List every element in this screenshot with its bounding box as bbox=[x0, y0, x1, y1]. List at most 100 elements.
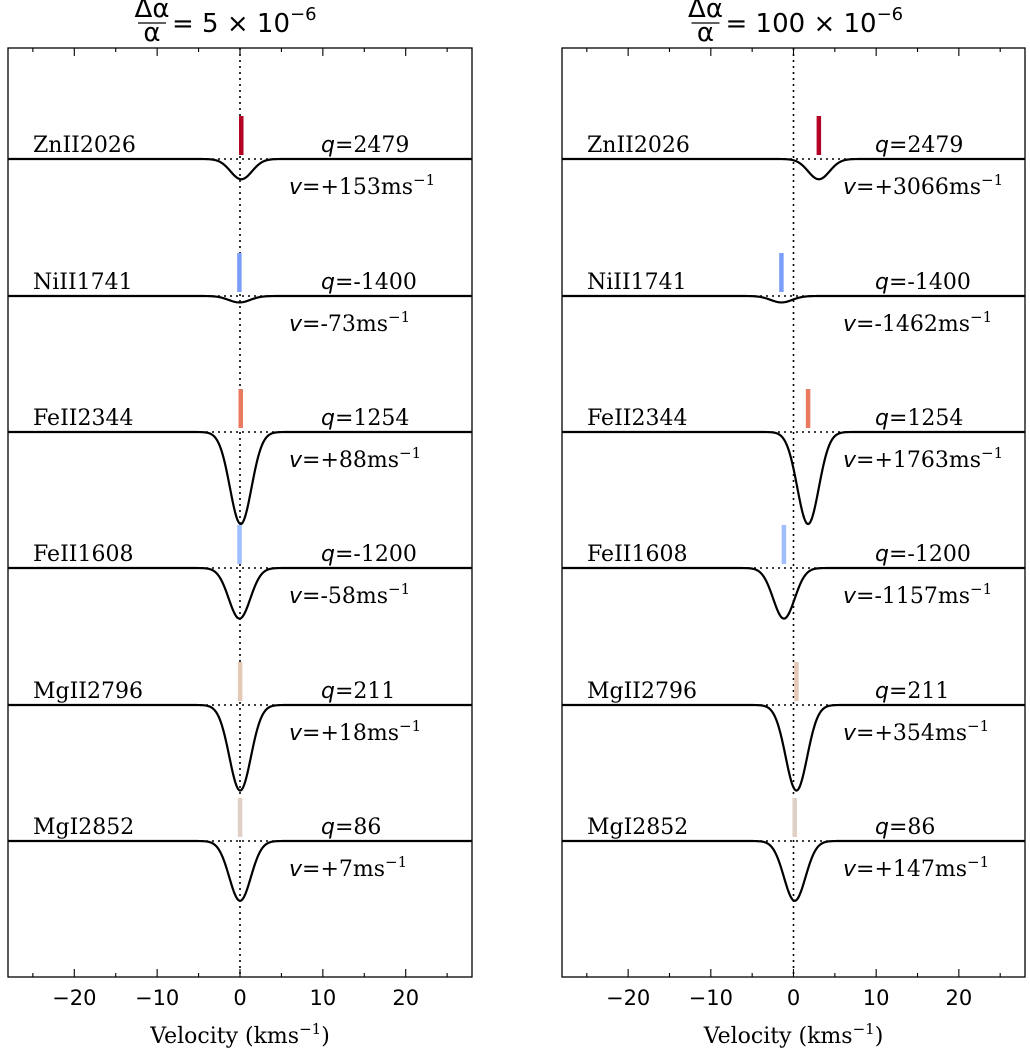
absorption-profile bbox=[8, 703, 472, 792]
x-axis-label-text: Velocity (kms bbox=[703, 1024, 853, 1049]
title-frac-numerator: Δα bbox=[135, 0, 170, 24]
x-axis-label-text: Velocity (kms bbox=[149, 1024, 299, 1049]
v-unit-sup: −1 bbox=[388, 580, 410, 598]
v-symbol: v bbox=[843, 175, 857, 200]
q-symbol: q bbox=[321, 406, 335, 431]
v-value: =-1462ms bbox=[856, 312, 970, 337]
v-symbol: v bbox=[843, 857, 857, 882]
v-value: =+354ms bbox=[856, 721, 967, 746]
q-symbol: q bbox=[875, 542, 889, 567]
ion-label: ZnII2026 bbox=[587, 133, 690, 158]
x-axis-label-sup: −1 bbox=[853, 1020, 875, 1038]
transition-NiII1741: NiII1741 q=-1400 v=-1462ms−1 bbox=[562, 253, 1025, 337]
ion-label: FeII2344 bbox=[33, 406, 133, 431]
title-expression: = 100 × 10−6 bbox=[726, 4, 904, 39]
v-label: v=-1157ms−1 bbox=[843, 580, 992, 609]
x-tick-label: 10 bbox=[863, 986, 890, 1010]
ion-label: MgII2796 bbox=[587, 679, 697, 704]
x-axis-label-close: ) bbox=[875, 1024, 884, 1049]
v-symbol: v bbox=[843, 312, 857, 337]
x-axis-label: Velocity (kms−1) bbox=[703, 1020, 884, 1049]
q-value: =-1200 bbox=[335, 542, 417, 567]
q-label: q=211 bbox=[875, 679, 949, 704]
q-symbol: q bbox=[875, 815, 889, 840]
transition-MgI2852: MgI2852 q=86 v=+147ms−1 bbox=[562, 798, 1025, 902]
x-tick-label: −10 bbox=[689, 986, 733, 1010]
v-label: v=+1763ms−1 bbox=[843, 444, 1003, 473]
q-value: =211 bbox=[335, 679, 395, 704]
v-unit-sup: −1 bbox=[981, 171, 1003, 189]
v-unit-sup: −1 bbox=[399, 717, 421, 735]
q-value: =86 bbox=[889, 815, 935, 840]
absorption-profile bbox=[8, 430, 472, 526]
x-tick-label: −20 bbox=[52, 986, 96, 1010]
transition-FeII2344: FeII2344 q=1254 v=+88ms−1 bbox=[8, 389, 472, 526]
absorption-profile bbox=[562, 839, 1025, 902]
absorption-profile bbox=[562, 430, 1025, 526]
v-value: =+7ms bbox=[302, 857, 385, 882]
v-value: =+1763ms bbox=[856, 448, 981, 473]
q-symbol: q bbox=[321, 815, 335, 840]
transition-NiII1741: NiII1741 q=-1400 v=-73ms−1 bbox=[8, 253, 472, 337]
v-value: =+153ms bbox=[302, 175, 413, 200]
v-symbol: v bbox=[289, 312, 303, 337]
absorption-profile bbox=[562, 157, 1025, 181]
v-value: =+147ms bbox=[856, 857, 967, 882]
transition-FeII1608: FeII1608 q=-1200 v=-58ms−1 bbox=[8, 525, 472, 620]
x-axis-label-close: ) bbox=[321, 1024, 330, 1049]
v-value: =+88ms bbox=[302, 448, 399, 473]
q-value: =-1200 bbox=[889, 542, 971, 567]
absorption-profile bbox=[8, 294, 472, 304]
q-symbol: q bbox=[875, 679, 889, 704]
panel-title: Δαα = 5 × 10−6 bbox=[135, 0, 317, 48]
v-label: v=-73ms−1 bbox=[289, 308, 410, 337]
transition-FeII1608: FeII1608 q=-1200 v=-1157ms−1 bbox=[562, 525, 1025, 620]
v-label: v=+7ms−1 bbox=[289, 853, 407, 882]
q-value: =211 bbox=[889, 679, 949, 704]
v-label: v=+88ms−1 bbox=[289, 444, 421, 473]
q-value: =2479 bbox=[889, 133, 963, 158]
absorption-profile bbox=[8, 566, 472, 620]
title-expression: = 5 × 10−6 bbox=[172, 4, 317, 39]
panel-title: Δαα = 100 × 10−6 bbox=[688, 0, 903, 48]
q-label: q=211 bbox=[321, 679, 395, 704]
v-symbol: v bbox=[843, 721, 857, 746]
v-unit-sup: −1 bbox=[413, 171, 435, 189]
v-symbol: v bbox=[843, 448, 857, 473]
v-label: v=+153ms−1 bbox=[289, 171, 435, 200]
v-label: v=+18ms−1 bbox=[289, 717, 421, 746]
q-label: q=2479 bbox=[321, 133, 409, 158]
v-symbol: v bbox=[289, 857, 303, 882]
v-label: v=+147ms−1 bbox=[843, 853, 989, 882]
absorption-profile bbox=[562, 294, 1025, 304]
ion-label: FeII2344 bbox=[587, 406, 687, 431]
title-frac-numerator: Δα bbox=[688, 0, 723, 24]
q-value: =-1400 bbox=[889, 270, 971, 295]
v-symbol: v bbox=[289, 448, 303, 473]
q-label: q=1254 bbox=[321, 406, 409, 431]
v-value: =-73ms bbox=[302, 312, 388, 337]
absorption-profile bbox=[562, 703, 1025, 792]
transition-FeII2344: FeII2344 q=1254 v=+1763ms−1 bbox=[562, 389, 1025, 526]
v-label: v=+354ms−1 bbox=[843, 717, 989, 746]
q-label: q=86 bbox=[875, 815, 935, 840]
v-symbol: v bbox=[289, 175, 303, 200]
x-tick-label: 20 bbox=[945, 986, 972, 1010]
x-tick-label: 0 bbox=[233, 986, 246, 1010]
v-unit-sup: −1 bbox=[970, 308, 992, 326]
title-rest: = 5 × 10 bbox=[172, 9, 290, 39]
title-exponent: −6 bbox=[290, 4, 317, 25]
q-value: =86 bbox=[335, 815, 381, 840]
v-label: v=-58ms−1 bbox=[289, 580, 410, 609]
q-label: q=-1400 bbox=[875, 270, 971, 295]
v-label: v=-1462ms−1 bbox=[843, 308, 992, 337]
q-label: q=1254 bbox=[875, 406, 963, 431]
v-value: =-1157ms bbox=[856, 584, 970, 609]
q-symbol: q bbox=[321, 542, 335, 567]
q-symbol: q bbox=[321, 133, 335, 158]
q-symbol: q bbox=[875, 270, 889, 295]
title-exponent: −6 bbox=[877, 4, 904, 25]
x-tick-label: −10 bbox=[135, 986, 179, 1010]
